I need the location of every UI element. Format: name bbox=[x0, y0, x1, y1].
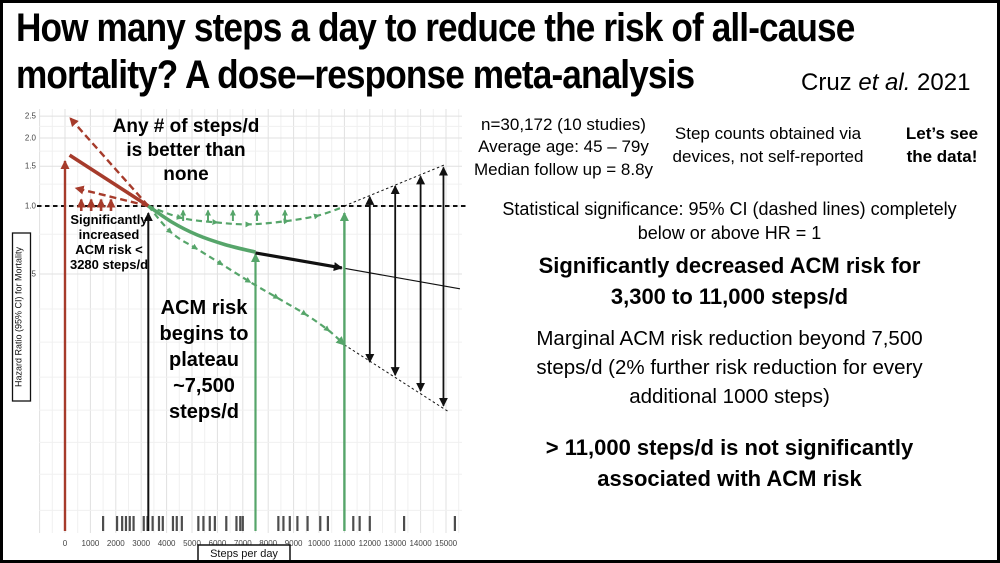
post-ci-upper-dotted bbox=[344, 163, 447, 207]
attribution-author: Cruz bbox=[801, 69, 859, 96]
x-axis-label: Steps per day bbox=[210, 548, 278, 560]
svg-text:14000: 14000 bbox=[409, 539, 432, 548]
attribution-etal: et al. bbox=[858, 69, 911, 96]
svg-text:2.0: 2.0 bbox=[25, 133, 37, 142]
svg-text:8000: 8000 bbox=[259, 539, 277, 548]
svg-text:11000: 11000 bbox=[334, 539, 356, 548]
svg-text:1000: 1000 bbox=[82, 539, 100, 548]
svg-text:5000: 5000 bbox=[183, 539, 201, 548]
svg-text:12000: 12000 bbox=[359, 539, 382, 548]
finding-nonsignificant: > 11,000 steps/d is not significantly as… bbox=[545, 435, 914, 491]
annotation-better-than-none: Any # of steps/d is better than none bbox=[112, 116, 260, 185]
svg-text:6000: 6000 bbox=[209, 539, 227, 548]
study-sample-size: n=30,172 (10 studies) bbox=[481, 115, 646, 134]
annotation-plateau: ACM risk begins to plateau ~7,500 steps/… bbox=[159, 297, 249, 423]
increased-risk-red-lines bbox=[60, 117, 150, 531]
device-note: Step counts obtained via devices, not se… bbox=[672, 124, 864, 166]
svg-text:15000: 15000 bbox=[435, 539, 458, 548]
svg-text:0: 0 bbox=[63, 539, 68, 548]
page-title-line-1: How many steps a day to reduce the risk … bbox=[16, 6, 855, 50]
study-info-block: n=30,172 (10 studies) Average age: 45 – … bbox=[461, 114, 666, 181]
marginal-reduction-arrow bbox=[255, 251, 343, 272]
rug-marks bbox=[101, 516, 456, 531]
y-axis-label: Hazard Ratio (95% CI) for Mortality bbox=[14, 246, 24, 387]
study-age-range: Average age: 45 – 79y bbox=[478, 137, 649, 157]
annotation-sig-increase: Significantly increased ACM risk < 3280 … bbox=[69, 212, 149, 272]
svg-text:9000: 9000 bbox=[285, 539, 303, 548]
svg-text:13000: 13000 bbox=[384, 539, 407, 548]
attribution-year: 2021 bbox=[910, 69, 971, 96]
svg-text:1.0: 1.0 bbox=[25, 202, 37, 211]
ci-whisker-arrows bbox=[365, 166, 448, 407]
svg-text:2000: 2000 bbox=[107, 539, 125, 548]
finding-decreased-risk: Significantly decreased ACM risk for 3,3… bbox=[538, 253, 921, 309]
axis-labels: Hazard Ratio (95% CI) for Mortality Steps… bbox=[11, 232, 291, 560]
post-ci-lower-dotted bbox=[344, 344, 449, 413]
svg-text:10000: 10000 bbox=[308, 539, 331, 548]
page-title-line-2: mortality? A dose–response meta-analysis bbox=[16, 53, 695, 97]
study-followup: Median follow up = 8.8y bbox=[473, 159, 654, 179]
significance-note: Statistical significance: 95% CI (dashed… bbox=[502, 199, 957, 243]
svg-text:2.5: 2.5 bbox=[25, 112, 37, 121]
dose-response-chart: 0 1000 2000 3000 4000 5000 6000 7000 8000 9000 100… bbox=[11, 109, 467, 560]
lets-see-the-data: Let’s see the data! bbox=[905, 124, 979, 166]
svg-text:1.5: 1.5 bbox=[25, 162, 37, 171]
svg-text:7000: 7000 bbox=[234, 539, 252, 548]
decreased-risk-green-curves bbox=[147, 204, 349, 531]
finding-marginal-reduction: Marginal ACM risk reduction beyond 7,500… bbox=[536, 327, 923, 409]
svg-text:3000: 3000 bbox=[132, 539, 150, 548]
svg-text:4000: 4000 bbox=[158, 539, 176, 548]
attribution: Cruz et al. 2021 bbox=[801, 69, 970, 97]
axis-ticks: 0 1000 2000 3000 4000 5000 6000 7000 8000 9000 100… bbox=[25, 112, 458, 548]
